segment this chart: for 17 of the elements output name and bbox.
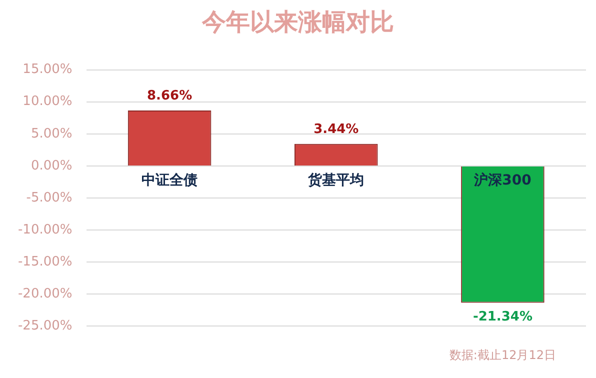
y-tick-label: 0.00% [30,158,72,174]
y-tick-label: -5.00% [26,190,72,206]
data-label: 8.66% [146,88,192,104]
y-tick-label: 15.00% [22,62,72,78]
y-tick-label: -15.00% [18,254,72,270]
y-tick-label: -20.00% [18,286,72,302]
y-tick-label: -25.00% [18,318,72,334]
data-label: 3.44% [314,122,359,137]
x-tick-label: 货基平均 [307,172,364,189]
chart-title: 今年以来涨幅对比 [200,7,395,38]
text: 数据:截止12月12日 [449,347,556,364]
y-tick-label: 5.00% [30,126,72,142]
data-label: -21.34% [472,310,532,325]
y-tick-label: 10.00% [22,94,72,110]
x-tick-label: 中证全债 [142,172,198,189]
x-tick-label: 沪深300 [473,172,532,189]
y-tick-label: -10.00% [18,222,72,238]
